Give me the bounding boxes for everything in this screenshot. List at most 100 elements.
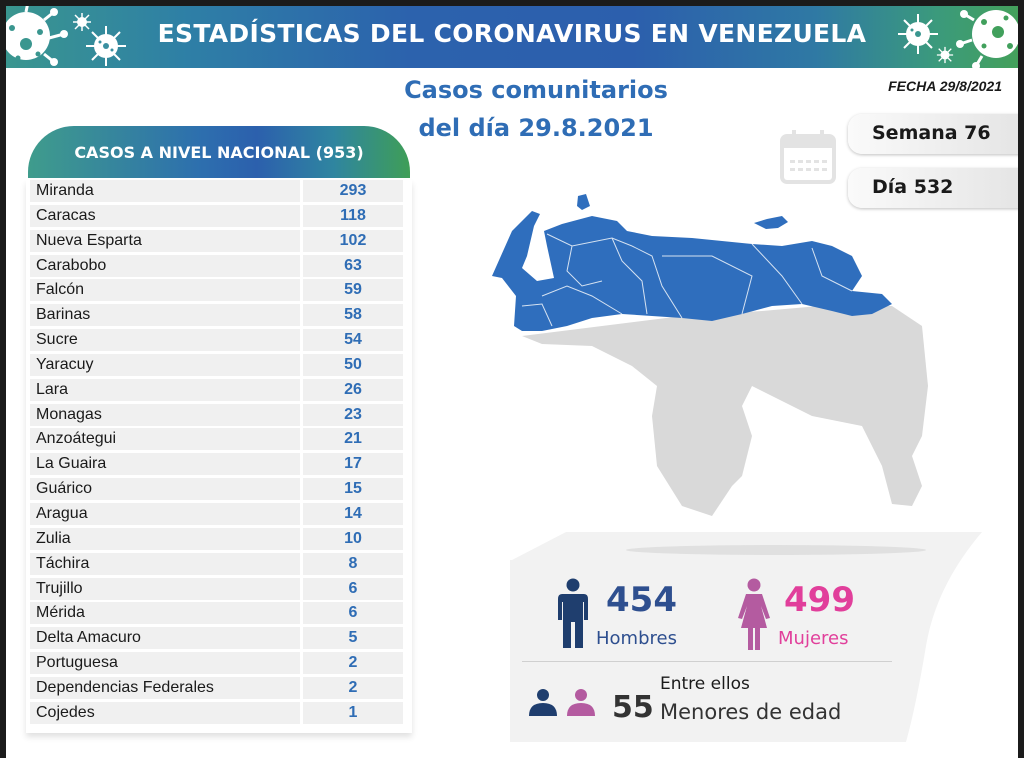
women-count: 499 [784,580,855,620]
national-cases-table: CASOS A NIVEL NACIONAL (953) Miranda 293 C… [26,126,412,736]
case-count: 102 [303,229,403,252]
state-name: Miranda [30,180,300,202]
state-name: Falcón [30,279,300,302]
state-name: Guárico [30,478,300,501]
minors-intro: Entre ellos [660,674,750,694]
subtitle-line-1: Casos comunitarios [404,76,668,104]
men-label: Hombres [596,628,677,649]
table-row: Yaracuy 50 [30,353,408,376]
venezuela-map [492,194,928,516]
state-name: Trujillo [30,577,300,600]
case-count: 23 [303,403,403,426]
case-count: 15 [303,478,403,501]
table-row: Táchira 8 [30,552,408,575]
girl-icon [567,689,595,716]
case-count: 26 [303,378,403,401]
state-name: Aragua [30,502,300,525]
state-name: Dependencias Federales [30,676,300,699]
gender-stats-card: 454 Hombres 499 Mujeres 55 Entre ellos M… [506,526,986,746]
virus-icon [898,14,938,54]
case-count: 50 [303,353,403,376]
case-count: 2 [303,652,403,675]
case-count: 8 [303,552,403,575]
table-row: Anzoátegui 21 [30,428,408,451]
state-name: Nueva Esparta [30,229,300,252]
table-row: Barinas 58 [30,304,408,327]
table-row: Mérida 6 [30,602,408,625]
week-label: Semana 76 [872,122,991,144]
state-name: Anzoátegui [30,428,300,451]
women-label: Mujeres [778,628,849,649]
man-icon [558,578,588,648]
day-badge: Día 532 [848,168,1018,208]
table-row: Nueva Esparta 102 [30,229,408,252]
map-inactive-region [522,304,928,516]
case-count: 17 [303,453,403,476]
table-row: Trujillo 6 [30,577,408,600]
state-name: Carabobo [30,254,300,277]
virus-icon [6,6,68,66]
map-active-region [492,211,892,331]
state-name: Táchira [30,552,300,575]
card-curl [512,532,982,742]
state-name: Zulia [30,527,300,550]
state-name: Caracas [30,204,300,227]
case-count: 293 [303,180,403,202]
table-row: Aragua 14 [30,502,408,525]
table-body: Miranda 293 Caracas 118 Nueva Esparta 102 Cara… [26,180,412,733]
table-row: Zulia 10 [30,527,408,550]
case-count: 5 [303,627,403,650]
state-name: Monagas [30,403,300,426]
table-row: Carabobo 63 [30,254,408,277]
case-count: 54 [303,329,403,352]
state-name: Portuguesa [30,652,300,675]
table-row: Delta Amacuro 5 [30,627,408,650]
case-count: 6 [303,602,403,625]
boy-icon [529,689,557,716]
divider [522,661,892,662]
case-count: 1 [303,701,403,724]
calendar-icon [780,130,836,184]
table-row: Cojedes 1 [30,701,408,724]
men-count: 454 [606,580,677,620]
virus-icon [956,10,1018,68]
stats-box: 454 Hombres 499 Mujeres 55 Entre ellos M… [510,560,902,742]
table-row: Miranda 293 [30,180,408,202]
case-count: 6 [303,577,403,600]
table-row: Monagas 23 [30,403,408,426]
table-title: CASOS A NIVEL NACIONAL (953) [74,143,364,162]
minors-count: 55 [612,690,654,725]
woman-icon [738,578,770,650]
infographic: ESTADÍSTICAS DEL CORONAVIRUS EN VENEZUEL… [6,6,1018,758]
table-row: Lara 26 [30,378,408,401]
case-count: 63 [303,254,403,277]
state-name: Yaracuy [30,353,300,376]
case-count: 2 [303,676,403,699]
case-count: 21 [303,428,403,451]
week-badge: Semana 76 [848,114,1018,154]
map-island [577,194,590,210]
table-row: Sucre 54 [30,329,408,352]
subtitle-line-2: del día 29.8.2021 [418,114,654,142]
case-count: 118 [303,204,403,227]
minors-label: Menores de edad [660,700,842,724]
table-row: Portuguesa 2 [30,652,408,675]
case-count: 10 [303,527,403,550]
table-row: La Guaira 17 [30,453,408,476]
case-count: 14 [303,502,403,525]
state-name: Sucre [30,329,300,352]
virus-icon [86,26,126,66]
state-name: Mérida [30,602,300,625]
virus-icon [936,46,954,64]
state-name: Barinas [30,304,300,327]
table-row: Caracas 118 [30,204,408,227]
table-row: Dependencias Federales 2 [30,676,408,699]
case-count: 58 [303,304,403,327]
day-label: Día 532 [872,176,954,198]
state-name: Cojedes [30,701,300,724]
case-count: 59 [303,279,403,302]
map-island [754,216,788,229]
table-row: Falcón 59 [30,279,408,302]
state-name: La Guaira [30,453,300,476]
header-banner: ESTADÍSTICAS DEL CORONAVIRUS EN VENEZUEL… [6,6,1018,68]
